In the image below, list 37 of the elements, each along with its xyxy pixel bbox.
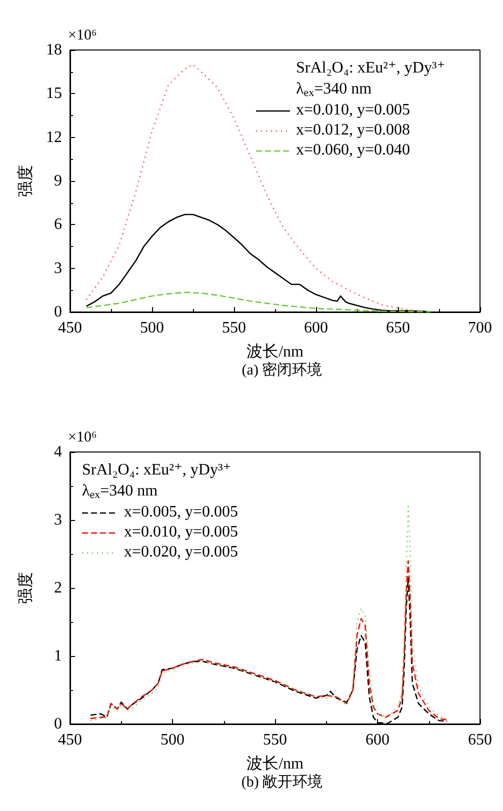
legend-label: x=0.012, y=0.008 [296, 122, 410, 138]
y-tick-label: 3 [54, 512, 62, 528]
x-tick-label: 450 [58, 732, 82, 748]
y-axis-title: 强度 [16, 572, 34, 604]
x-tick-label: 650 [386, 320, 410, 336]
x-tick-label: 700 [468, 320, 492, 336]
legend-label: x=0.060, y=0.040 [296, 142, 410, 158]
legend-label: x=0.020, y=0.005 [124, 544, 238, 560]
y-tick-label: 3 [54, 260, 62, 277]
y-tick-label: 2 [54, 580, 62, 596]
x-tick-label: 500 [140, 320, 164, 336]
legend-label: x=0.010, y=0.005 [296, 102, 410, 118]
y-tick-label: 1 [54, 648, 62, 664]
y-tick-label: 15 [46, 85, 62, 102]
x-tick-label: 550 [222, 320, 246, 336]
y-tick-label: 0 [54, 304, 62, 320]
text: ×10⁶ [68, 430, 97, 446]
x-tick-label: 500 [160, 732, 184, 748]
x-axis-title: 波长/nm [246, 342, 304, 360]
text: (a) 密闭环境 [242, 362, 322, 378]
y-tick-label: 4 [54, 444, 62, 460]
y-tick-label: 6 [54, 216, 62, 234]
y-tick-label: 12 [46, 128, 62, 146]
legend-label: x=0.010, y=0.005 [124, 524, 238, 540]
y-tick-label: 0 [54, 716, 62, 732]
y-tick-label: 18 [46, 42, 62, 58]
x-tick-label: 650 [468, 732, 492, 748]
text: ×10⁶ [68, 28, 97, 44]
x-tick-label: 600 [366, 732, 390, 748]
x-tick-label: 550 [263, 732, 287, 748]
y-axis-title: 强度 [16, 165, 34, 197]
y-tick-label: 9 [54, 172, 62, 190]
text: (b) 敞开环境 [241, 774, 323, 790]
x-tick-label: 450 [58, 320, 82, 336]
x-axis-title: 波长/nm [246, 754, 304, 772]
x-tick-label: 600 [304, 320, 328, 336]
legend-label: x=0.005, y=0.005 [124, 504, 238, 520]
